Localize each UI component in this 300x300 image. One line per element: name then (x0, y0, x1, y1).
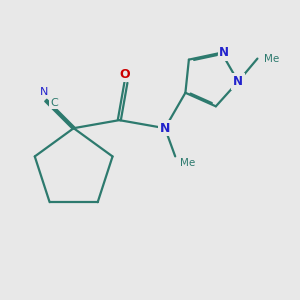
Text: N: N (219, 46, 229, 59)
Text: N: N (160, 122, 170, 135)
Text: O: O (119, 68, 130, 81)
Text: C: C (51, 98, 58, 108)
Text: Me: Me (264, 54, 279, 64)
Text: Me: Me (180, 158, 195, 168)
Text: N: N (40, 87, 48, 97)
Text: N: N (233, 75, 243, 88)
